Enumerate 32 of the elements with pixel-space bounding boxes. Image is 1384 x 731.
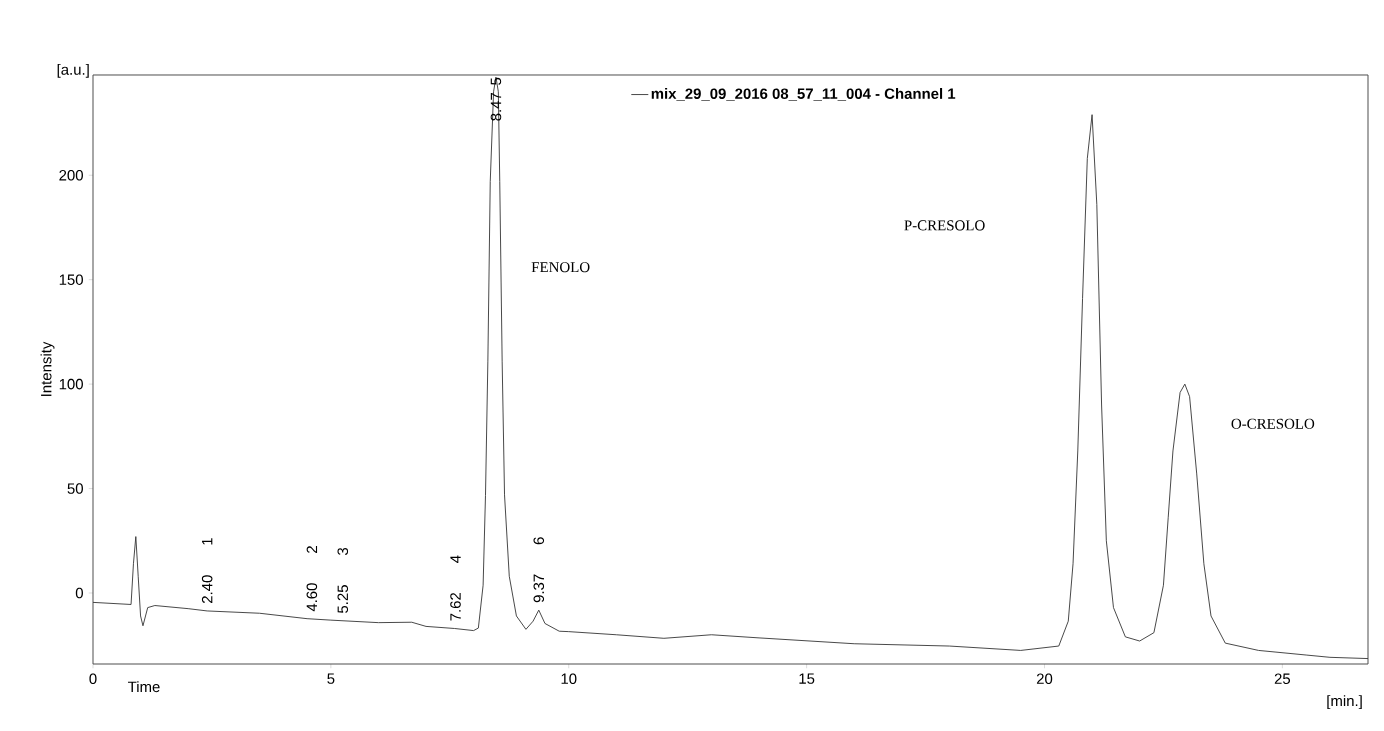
text: [a.u.] — [57, 63, 89, 78]
annotation: 6 — [533, 537, 545, 545]
x-axis-title: Time — [127, 681, 160, 693]
y-tick-label: 0 — [75, 587, 83, 599]
annotation: P-CRESOLO — [904, 220, 985, 231]
y-tick-label: 200 — [59, 169, 83, 181]
annotation: O-CRESOLO — [1231, 418, 1315, 429]
y-tick-label: 100 — [59, 378, 83, 390]
annotation: 3 — [337, 547, 349, 555]
annotation: 9.37 — [533, 574, 545, 603]
x-tick-label: 20 — [1036, 673, 1053, 685]
annotation: 7.62 — [450, 592, 461, 621]
annotation: 5 — [490, 77, 502, 85]
annotation: 1 — [202, 538, 213, 545]
x-tick-label: 15 — [799, 673, 815, 684]
annotation: 2.40 — [201, 575, 213, 603]
annotation: 4 — [450, 555, 461, 563]
annotation: 2 — [306, 546, 318, 553]
y-tick-label: 50 — [67, 483, 83, 494]
annotation: 8.47 — [490, 92, 502, 121]
x-tick-label: 25 — [1274, 673, 1291, 685]
line-series — [92, 76, 1369, 660]
x-tick-label: 0 — [89, 673, 97, 685]
x-tick-label: 5 — [327, 673, 335, 684]
text: [min.] — [1327, 695, 1362, 710]
y-tick-label: 150 — [59, 274, 83, 285]
legend-label: mix_29_09_2016 08_57_11_004 - Channel 1 — [651, 88, 956, 101]
annotation: 4.60 — [306, 583, 318, 612]
x-tick-label: 10 — [561, 673, 577, 685]
annotation: 5.25 — [337, 585, 349, 613]
annotation: FENOLO — [531, 262, 590, 273]
y-axis-title: Intensity — [40, 341, 55, 396]
